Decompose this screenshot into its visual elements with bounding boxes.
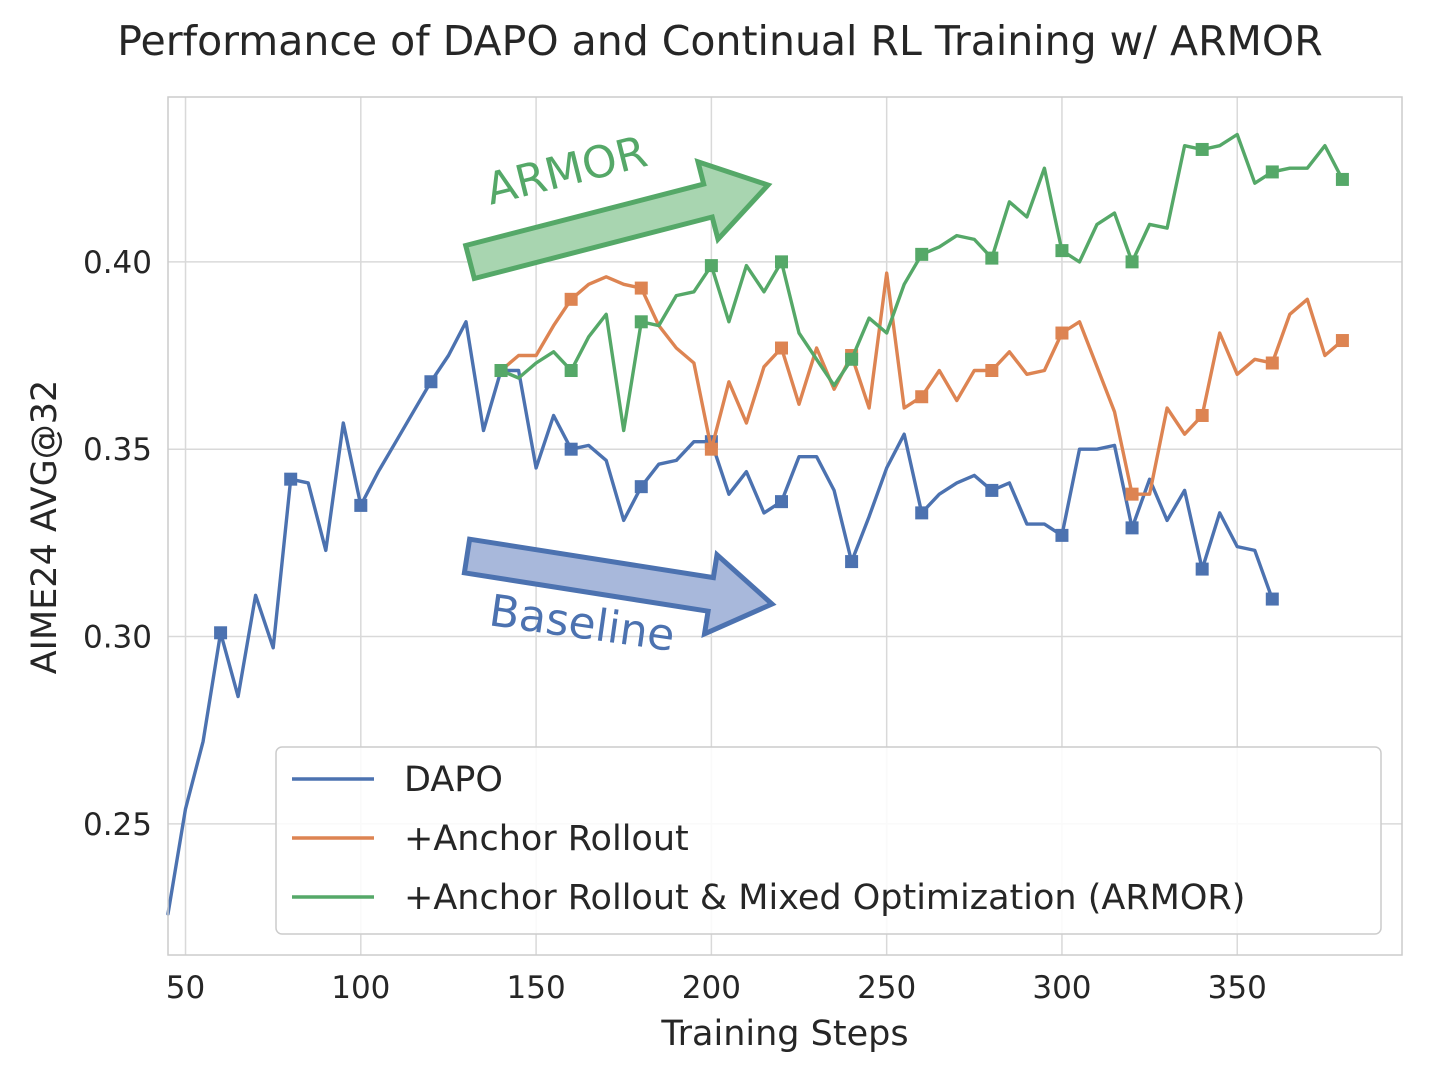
data-point-marker [564,292,578,306]
chart-title: Performance of DAPO and Continual RL Tra… [117,17,1322,65]
data-point-marker [494,364,508,378]
data-point-marker [1125,255,1139,269]
data-point-marker [354,498,368,512]
data-point-marker [985,251,999,265]
data-point-marker [1055,326,1069,340]
data-point-marker [1335,172,1349,186]
series-line [499,271,1345,496]
data-point-marker [634,480,648,494]
data-point-marker [564,442,578,456]
data-point-marker [214,626,228,640]
data-point-marker [915,247,929,261]
data-point-marker [774,495,788,509]
data-point-marker [774,255,788,269]
legend-label: DAPO [404,760,503,800]
data-point-marker [1125,521,1139,535]
x-tick-label: 300 [1032,970,1091,1006]
y-tick-label: 0.35 [83,432,152,468]
data-point-marker [1195,142,1209,156]
data-point-marker [845,555,859,569]
legend: DAPO +Anchor Rollout +Anchor Rollout & Mix… [275,746,1382,935]
x-axis-label: Training Steps [660,1014,908,1054]
legend-label: +Anchor Rollout & Mixed Optimization (AR… [404,878,1245,918]
data-point-marker [704,442,718,456]
y-tick-label: 0.30 [83,620,152,656]
data-point-marker [1265,592,1279,606]
data-point-marker [915,390,929,404]
legend-label: +Anchor Rollout [404,819,689,859]
data-point-marker [1265,165,1279,179]
data-point-marker [845,352,859,366]
x-tick-label: 50 [166,970,205,1006]
data-point-marker [1055,244,1069,258]
data-point-marker [1055,528,1069,542]
data-point-marker [1125,487,1139,501]
data-point-marker [985,364,999,378]
data-point-marker [1335,334,1349,348]
data-point-marker [704,259,718,273]
x-tick-label: 200 [682,970,741,1006]
armor-arrow [462,157,773,282]
legend-box [275,746,1382,935]
data-point-marker [634,315,648,329]
y-axis-label: AIME24 AVG@32 [25,380,65,675]
data-point-marker [774,341,788,355]
x-tick-label: 150 [507,970,566,1006]
data-point-marker [985,483,999,497]
y-tick-label: 0.25 [83,807,152,843]
data-point-marker [424,375,438,389]
data-point-marker [634,281,648,295]
series-1 [494,271,1349,501]
baseline-arrow [461,536,777,639]
data-point-marker [1195,408,1209,422]
series-2 [494,132,1349,433]
x-tick-label: 250 [857,970,916,1006]
x-tick-label: 100 [331,970,390,1006]
data-point-marker [284,472,298,486]
plot-frame [167,96,1403,956]
x-tick-label: 350 [1208,970,1267,1006]
series-line [166,320,1275,916]
data-point-marker [564,364,578,378]
y-tick-label: 0.40 [83,245,152,281]
data-point-marker [915,506,929,520]
data-point-marker [1265,356,1279,370]
y-axis-ticks: 0.25 0.30 0.35 0.40 [83,245,152,843]
series-lines [166,132,1349,916]
data-point-marker [1195,562,1209,576]
x-axis-ticks: 50 100 150 200 250 300 350 [166,970,1267,1006]
